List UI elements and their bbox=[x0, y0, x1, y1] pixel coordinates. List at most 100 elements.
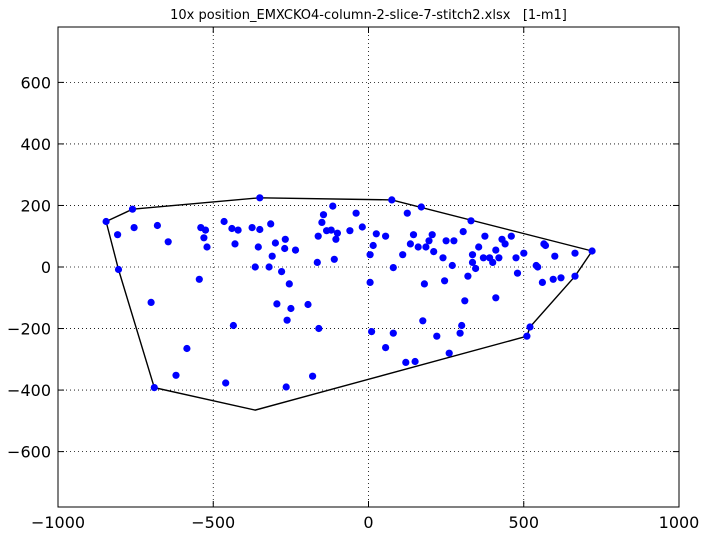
x-tick-label: −1000 bbox=[31, 513, 85, 532]
data-point bbox=[433, 332, 441, 340]
data-point bbox=[346, 227, 354, 235]
data-point bbox=[366, 251, 374, 259]
data-point bbox=[251, 263, 259, 271]
data-point bbox=[254, 243, 262, 251]
data-point bbox=[330, 255, 338, 263]
data-point bbox=[314, 232, 322, 240]
data-point bbox=[382, 232, 390, 240]
data-point bbox=[287, 304, 295, 313]
data-point bbox=[368, 328, 376, 336]
data-point bbox=[102, 217, 110, 226]
data-point bbox=[513, 269, 522, 277]
data-point bbox=[492, 246, 500, 254]
data-point bbox=[195, 275, 203, 283]
data-point bbox=[495, 254, 503, 262]
convex-hull-outline bbox=[105, 197, 594, 411]
data-point bbox=[461, 297, 469, 305]
data-point bbox=[441, 277, 449, 285]
axis-ticks bbox=[57, 27, 680, 507]
data-point bbox=[153, 221, 161, 230]
x-axis-tick-labels: −1000 −500 0 500 1000 bbox=[31, 513, 699, 532]
data-point bbox=[309, 372, 317, 380]
data-point bbox=[389, 329, 397, 337]
y-tick-label: 400 bbox=[20, 135, 51, 154]
data-point bbox=[445, 349, 453, 357]
data-point bbox=[409, 231, 418, 239]
y-tick-label: 600 bbox=[20, 73, 51, 92]
data-point bbox=[327, 226, 335, 234]
data-point bbox=[231, 240, 239, 248]
data-point bbox=[428, 231, 436, 239]
data-point bbox=[425, 237, 433, 245]
data-points bbox=[102, 194, 596, 392]
data-point bbox=[265, 263, 273, 271]
data-point bbox=[248, 224, 256, 232]
data-point bbox=[571, 249, 579, 257]
data-point bbox=[147, 298, 155, 306]
data-point bbox=[130, 224, 138, 232]
chart-title: 10x position_EMXCKO4-column-2-slice-7-st… bbox=[170, 8, 567, 23]
data-point bbox=[406, 240, 414, 248]
data-point bbox=[222, 379, 230, 387]
data-point bbox=[315, 324, 323, 333]
data-point bbox=[203, 243, 211, 251]
data-point bbox=[538, 278, 547, 286]
data-point bbox=[256, 225, 264, 234]
x-tick-label: 0 bbox=[363, 513, 373, 532]
data-point bbox=[282, 383, 290, 391]
data-point bbox=[318, 218, 326, 226]
data-point bbox=[475, 243, 483, 251]
data-point bbox=[464, 272, 472, 280]
data-point bbox=[467, 217, 475, 225]
data-point bbox=[164, 238, 172, 246]
data-point bbox=[450, 237, 458, 245]
data-point bbox=[114, 265, 123, 274]
x-tick-label: 1000 bbox=[659, 513, 700, 532]
data-point bbox=[557, 274, 565, 282]
data-point bbox=[523, 332, 531, 340]
data-point bbox=[389, 264, 397, 272]
data-point bbox=[172, 371, 180, 379]
data-point bbox=[541, 241, 550, 250]
data-point bbox=[430, 248, 438, 256]
x-tick-label: 500 bbox=[508, 513, 539, 532]
data-point bbox=[458, 321, 466, 330]
data-point bbox=[271, 239, 279, 247]
y-tick-label: −400 bbox=[7, 381, 51, 400]
data-point bbox=[551, 252, 559, 260]
data-point bbox=[549, 275, 557, 283]
data-point bbox=[285, 280, 293, 288]
data-point bbox=[319, 211, 328, 219]
data-point bbox=[369, 241, 377, 250]
grid-lines bbox=[58, 27, 679, 507]
data-point bbox=[234, 226, 242, 234]
data-point bbox=[229, 321, 237, 330]
x-tick-label: −500 bbox=[191, 513, 235, 532]
y-tick-label: 0 bbox=[41, 258, 51, 277]
data-point bbox=[114, 231, 122, 239]
data-point bbox=[411, 357, 419, 366]
data-point bbox=[501, 240, 509, 248]
data-point bbox=[403, 209, 411, 217]
data-point bbox=[228, 224, 236, 233]
data-point bbox=[588, 247, 596, 255]
data-point bbox=[492, 294, 500, 302]
data-point bbox=[439, 254, 447, 262]
data-point bbox=[420, 280, 428, 288]
data-point bbox=[313, 258, 321, 266]
y-tick-label: 200 bbox=[20, 196, 51, 215]
data-point bbox=[201, 226, 210, 234]
data-point bbox=[520, 249, 528, 257]
data-point bbox=[256, 194, 264, 202]
data-point bbox=[220, 217, 228, 226]
data-point bbox=[512, 254, 520, 262]
data-point bbox=[534, 263, 542, 271]
data-point bbox=[281, 235, 289, 243]
data-point bbox=[283, 316, 291, 324]
data-point bbox=[268, 252, 276, 260]
data-point bbox=[414, 243, 422, 251]
data-point bbox=[333, 229, 341, 237]
data-point bbox=[479, 254, 487, 262]
data-point bbox=[526, 323, 534, 331]
